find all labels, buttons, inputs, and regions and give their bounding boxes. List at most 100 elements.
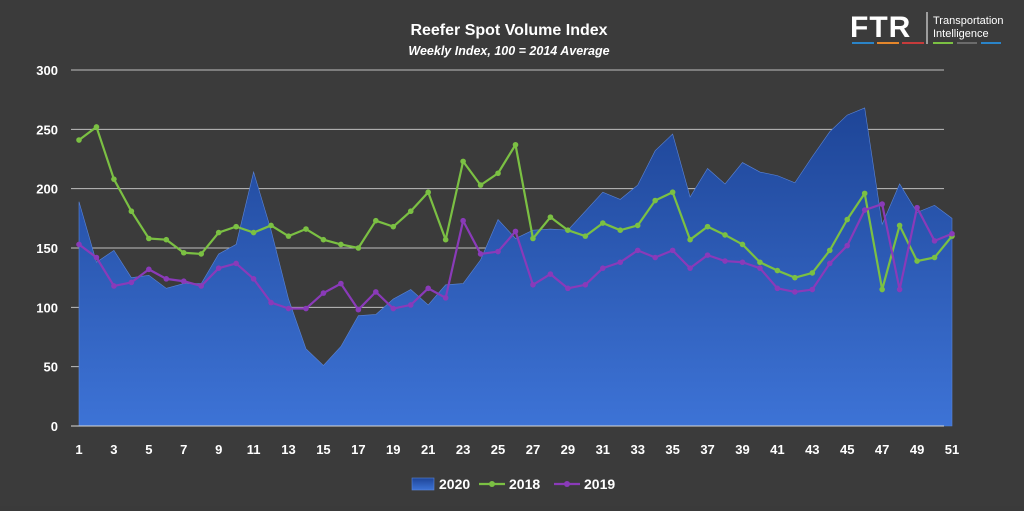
series-2019-point [303,305,309,312]
series-2018-point [390,223,397,230]
legend-2020-label: 2020 [439,476,470,492]
series-2019-point [111,283,117,289]
series-2019-point [215,265,222,271]
series-2019-point [477,251,484,257]
series-2019-point [460,217,466,224]
chart-subtitle: Weekly Index, 100 = 2014 Average [408,44,609,58]
y-tick-label: 150 [36,241,58,256]
series-2019-point [652,254,658,261]
x-tick-label: 25 [491,442,505,457]
series-2018-point [669,189,676,196]
series-2018-point [879,286,885,293]
x-tick-label: 31 [596,442,610,457]
series-2019-point [931,238,938,244]
ftr-logo-line1: Transportation [933,15,1004,27]
y-tick-label: 0 [51,419,58,434]
y-tick-label: 300 [36,63,58,78]
series-2018-point [530,235,536,242]
series-2019-point [687,265,693,271]
series-2018-point [320,236,327,243]
series-2018-point [512,141,519,148]
x-tick-label: 17 [351,442,365,457]
series-2019-point [582,281,589,288]
y-tick-label: 50 [44,360,58,375]
series-2019-point [792,289,798,295]
series-2019-point [146,266,152,273]
x-tick-label: 51 [945,442,959,457]
series-2019-point [722,258,728,264]
series-2018-point [180,249,187,256]
x-tick-label: 49 [910,442,924,457]
series-2019-point [93,254,100,261]
series-2018-point [826,247,833,254]
x-tick-label: 35 [665,442,679,457]
series-2019-point [442,295,449,301]
ftr-logo-line2: Intelligence [933,28,989,40]
series-2019-point [774,285,781,292]
series-2019-point [268,299,274,306]
x-tick-label: 3 [110,442,117,457]
series-2019-point [355,306,362,313]
series-2019-point [180,278,187,285]
series-2018-point [460,158,466,165]
series-2018-point [268,222,274,229]
x-tick-label: 13 [281,442,295,457]
series-2019-point [425,285,432,292]
series-2018-point [76,137,82,143]
series-2018-point [338,241,344,248]
x-tick-label: 39 [735,442,749,457]
y-tick-label: 200 [36,182,58,197]
legend-2018-marker [489,481,495,487]
series-2019-point [233,260,239,267]
series-2019-point [250,276,257,282]
x-tick-label: 43 [805,442,819,457]
series-2018-point [844,216,851,223]
series-2018-point [739,241,746,248]
series-2019-point [739,259,746,266]
series-2019-point [617,259,624,266]
series-2018-point [355,245,362,251]
series-2019-point [128,279,135,286]
series-2018-point [914,258,920,264]
ftr-logo-mark: FTR [850,11,911,44]
x-tick-label: 27 [526,442,540,457]
series-2019-point [285,305,292,312]
series-2018-point [233,223,239,230]
x-tick-label: 23 [456,442,470,457]
series-2018-point [285,233,292,239]
y-tick-label: 250 [36,122,58,137]
series-2019-point [390,305,397,312]
series-2019-point [547,271,554,277]
x-tick-label: 33 [630,442,644,457]
series-2018-point [652,197,658,204]
series-2018-point [215,229,222,236]
series-2018-point [600,220,606,226]
series-2018-point [582,233,589,239]
legend-2018-label: 2018 [509,476,540,492]
x-tick-label: 1 [75,442,82,457]
series-2018-point [896,222,903,229]
series-2019-point [76,241,82,248]
y-tick-label: 100 [36,300,58,315]
series-2018-point [565,227,571,233]
series-lines [76,124,955,313]
series-2018-point [146,235,152,242]
series-2019-point [338,280,344,287]
x-tick-label: 19 [386,442,400,457]
series-2019-point [495,248,501,255]
series-2019-point [634,247,641,254]
series-2020-area [78,107,953,427]
series-2018-point [931,254,938,261]
series-2018-point [128,208,135,215]
series-2018-point [303,226,309,232]
series-2018-point [547,214,554,220]
x-tick-label: 29 [561,442,575,457]
x-tick-label: 5 [145,442,152,457]
series-2018-point [704,223,711,230]
series-2018-point [111,176,117,182]
series-2018-point [617,227,624,233]
series-2019-point [826,260,833,267]
series-2018-point [861,190,868,197]
series-2019-point [914,204,920,211]
